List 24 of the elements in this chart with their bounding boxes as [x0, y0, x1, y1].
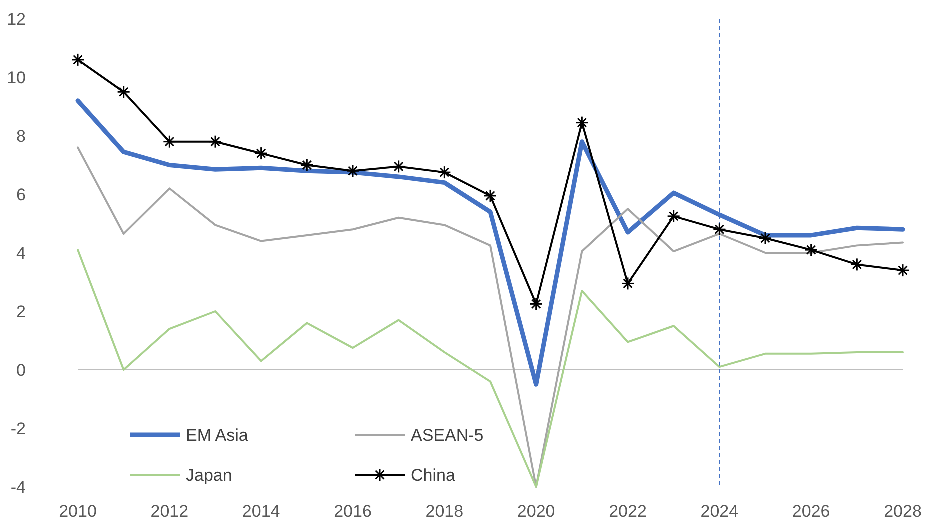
y-tick-label: 4 [16, 244, 26, 263]
y-tick-label: 0 [16, 360, 26, 380]
x-tick-label: 2012 [150, 502, 189, 521]
x-tick-label: 2024 [700, 502, 739, 521]
x-tick-label: 2016 [334, 502, 372, 521]
y-tick-label: -4 [10, 478, 26, 497]
y-tick-label: -2 [10, 419, 26, 438]
line-series [77, 249, 904, 488]
y-tick-label: 8 [16, 126, 26, 146]
legend-label: China [411, 466, 456, 485]
x-tick-label: 2018 [426, 502, 464, 521]
y-tick-label: 6 [16, 185, 26, 204]
y-tick-label: 10 [7, 68, 26, 88]
legend-label: ASEAN-5 [411, 426, 484, 445]
y-tick-label: 2 [16, 302, 26, 322]
y-tick-label: 12 [7, 10, 26, 29]
x-tick-label: 2022 [609, 502, 647, 521]
legend-label: EM Asia [186, 426, 249, 445]
x-tick-label: 2010 [59, 502, 97, 521]
x-tick-label: 2014 [242, 502, 280, 521]
x-tick-label: 2028 [884, 502, 922, 521]
x-tick-label: 2020 [517, 502, 556, 521]
x-tick-label: 2026 [792, 502, 830, 521]
legend-label: Japan [186, 466, 232, 485]
